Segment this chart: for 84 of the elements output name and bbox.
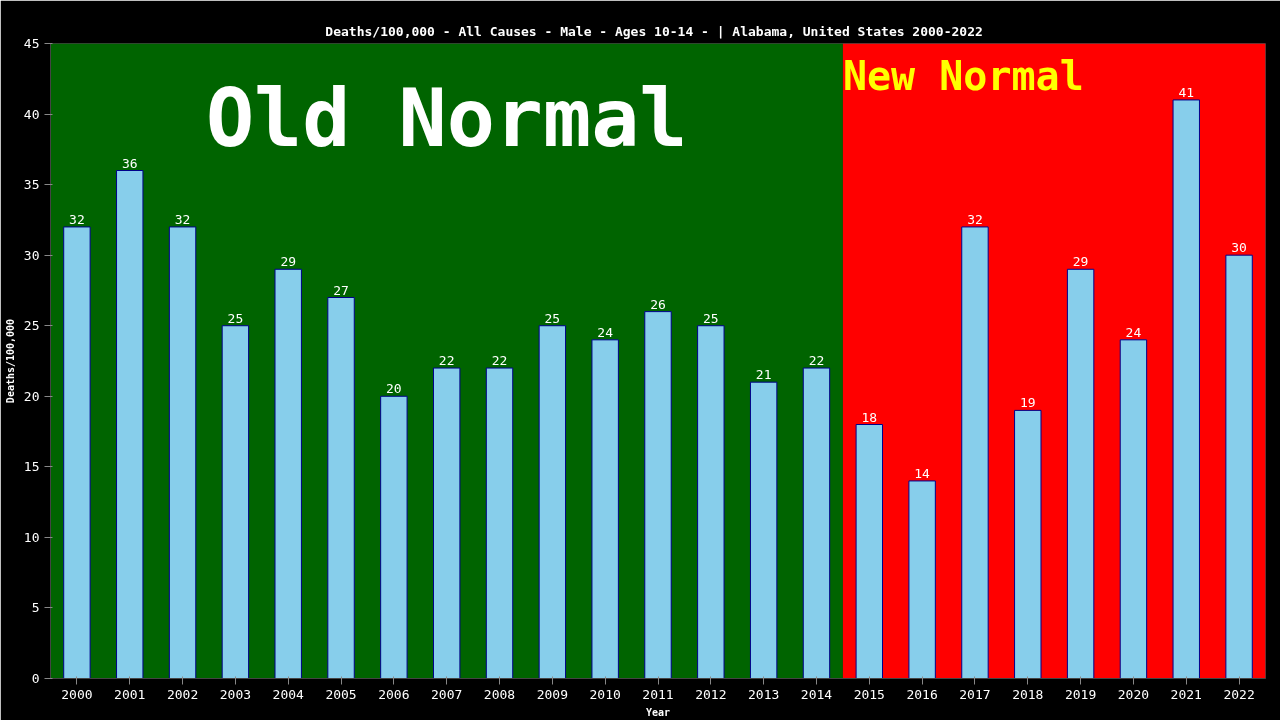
y-tick-label: 45: [23, 36, 40, 51]
y-tick-label: 25: [23, 318, 40, 334]
band-label: Old Normal: [205, 72, 688, 166]
data-label: 30: [1231, 240, 1247, 256]
data-label: 21: [755, 367, 772, 383]
x-tick-label: 2015: [853, 686, 885, 702]
bar: [644, 311, 672, 679]
bar: [908, 480, 936, 679]
x-tick-label: 2009: [536, 686, 569, 702]
bar: [168, 226, 197, 679]
data-label: 22: [491, 353, 508, 369]
bar: [1066, 268, 1095, 679]
data-label: 20: [386, 381, 402, 397]
data-label: 18: [861, 409, 878, 425]
x-tick-label: 2016: [906, 686, 938, 702]
bar: [1172, 99, 1200, 679]
bar: [749, 381, 778, 679]
x-tick-label: 2004: [272, 686, 305, 702]
bar: [432, 367, 461, 679]
x-tick-label: 2014: [800, 686, 833, 702]
bar: [591, 339, 619, 679]
x-tick-label: 2003: [219, 686, 252, 702]
x-tick-label: 2013: [748, 686, 780, 702]
y-tick-label: 5: [31, 600, 40, 616]
x-tick-label: 2020: [1117, 686, 1150, 702]
y-tick-label: 0: [31, 671, 40, 686]
data-label: 32: [174, 211, 191, 227]
bar: [380, 395, 408, 679]
y-tick-label: 35: [23, 177, 40, 193]
data-label: 41: [1178, 84, 1195, 100]
data-label: 14: [914, 465, 931, 481]
x-tick-label: 2019: [1064, 686, 1097, 702]
data-label: 22: [808, 353, 825, 369]
x-tick-label: 2012: [695, 686, 727, 702]
x-tick-label: 2010: [589, 686, 621, 702]
data-label: 24: [597, 324, 614, 340]
data-label: 29: [1072, 254, 1089, 270]
data-label: 27: [333, 282, 349, 298]
data-label: 32: [967, 211, 983, 227]
x-tick-label: 2001: [114, 686, 146, 702]
y-tick-label: 40: [23, 106, 40, 122]
x-tick-label: 2017: [959, 686, 991, 702]
x-axis-title: Year: [645, 706, 671, 718]
data-label: 25: [544, 310, 561, 326]
data-label: 29: [280, 254, 297, 270]
bar: [855, 424, 884, 679]
bar: [221, 325, 250, 679]
x-tick-label: 2005: [325, 686, 357, 702]
y-tick-label: 20: [23, 388, 40, 404]
y-axis-title: Deaths/100,000: [4, 318, 16, 404]
y-tick-label: 10: [23, 529, 40, 545]
data-label: 19: [1019, 395, 1036, 411]
x-tick-label: 2008: [483, 686, 516, 702]
band-label: New Normal: [842, 53, 1084, 100]
bar: [802, 367, 831, 679]
bar: [538, 325, 567, 679]
bar: [697, 325, 725, 679]
bar: [116, 170, 144, 679]
data-label: 32: [69, 211, 85, 227]
x-tick-label: 2002: [166, 686, 199, 702]
data-label: 36: [121, 155, 138, 171]
data-label: 26: [650, 296, 666, 312]
data-label: 22: [438, 353, 455, 369]
bar: [961, 226, 989, 679]
x-tick-label: 2006: [378, 686, 410, 702]
bar: [63, 226, 91, 679]
bar: [1014, 409, 1042, 679]
data-label: 24: [1125, 324, 1142, 340]
x-tick-label: 2011: [642, 686, 674, 702]
bar: [274, 268, 302, 679]
chart-title: Deaths/100,000 - All Causes - Male - Ages 10-14 - | Alabama, United States 2000-2022: [325, 23, 983, 39]
bar: [1225, 254, 1253, 679]
x-tick-label: 2007: [431, 686, 463, 702]
bar: [485, 367, 514, 679]
y-tick-label: 15: [23, 459, 40, 475]
bar: [1119, 339, 1148, 679]
x-tick-label: 2018: [1012, 686, 1044, 702]
data-label: 25: [703, 310, 719, 326]
bar: [327, 297, 355, 679]
x-tick-label: 2021: [1170, 686, 1202, 702]
x-tick-label: 2022: [1223, 686, 1255, 702]
x-tick-label: 2000: [61, 686, 93, 702]
y-tick-label: 30: [23, 247, 40, 263]
data-label: 25: [227, 310, 244, 326]
